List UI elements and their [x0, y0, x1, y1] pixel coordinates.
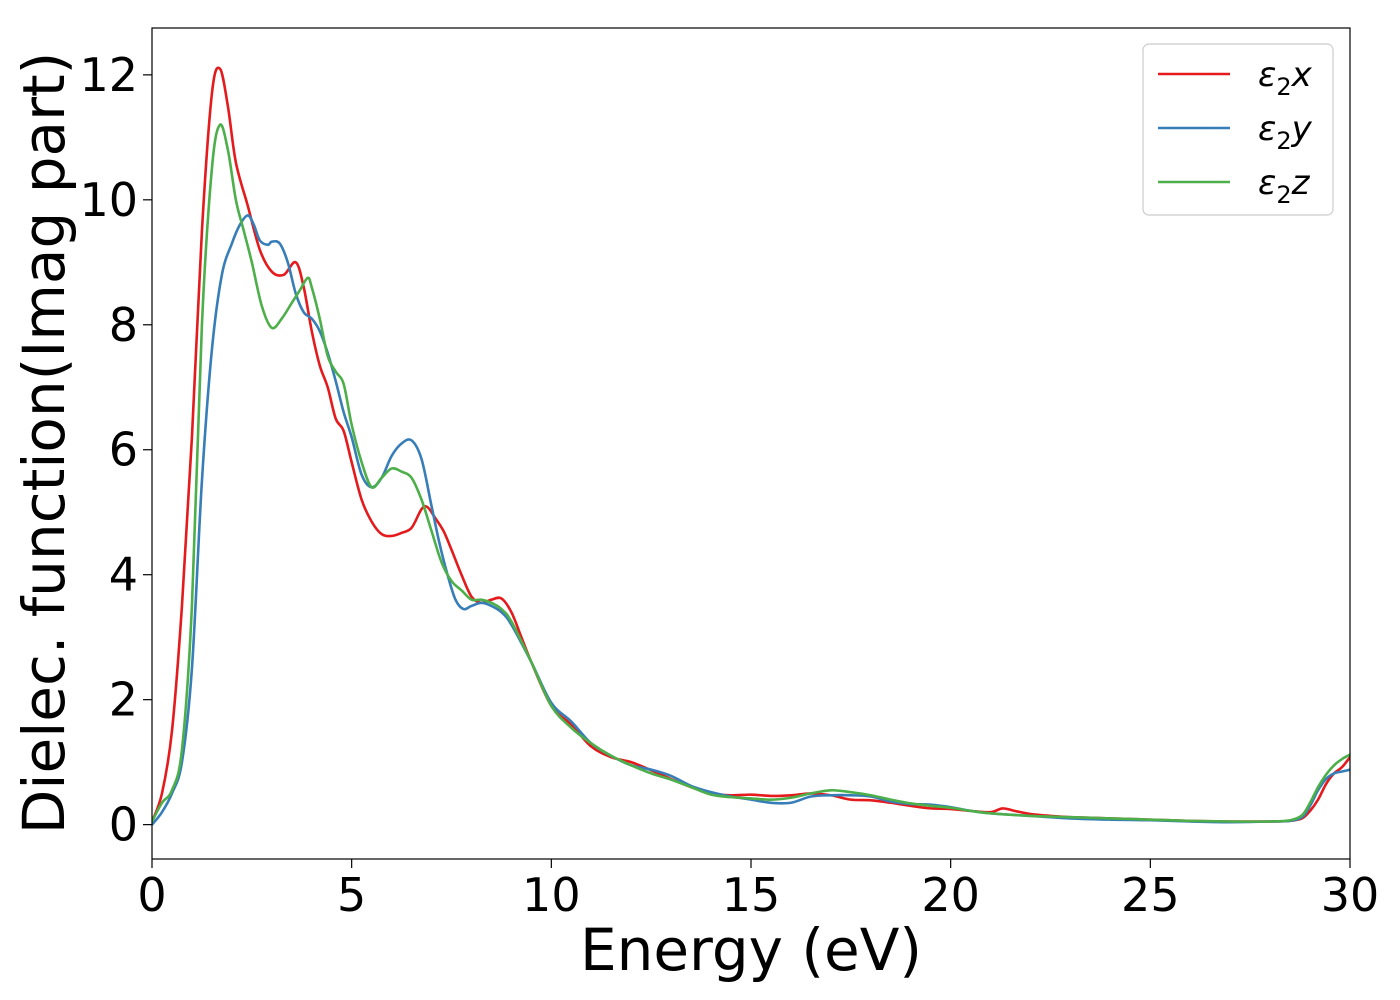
x-axis-label: Energy (eV)	[580, 916, 922, 984]
x-tick-label: 0	[137, 868, 166, 922]
x-tick-label: 30	[1321, 868, 1380, 922]
x-tick-label: 10	[522, 868, 581, 922]
legend-label-x: ε2x	[1258, 55, 1313, 101]
x-tick-label: 15	[722, 868, 781, 922]
x-tick-label: 25	[1121, 868, 1180, 922]
x-tick-label: 20	[921, 868, 980, 922]
legend-label-z: ε2z	[1258, 163, 1311, 209]
legend: ε2x ε2y ε2z	[1142, 43, 1334, 216]
y-tick-label: 10	[79, 173, 138, 227]
x-tick-label: 5	[337, 868, 366, 922]
y-tick-label: 4	[109, 548, 138, 602]
series-line-z	[152, 123, 1350, 823]
y-tick-label: 6	[109, 423, 138, 477]
y-tick-label: 8	[109, 298, 138, 352]
y-axis: 0 2 4 6 8 10 12	[79, 48, 152, 852]
y-axis-label: Dielec. function(Imag part)	[10, 52, 78, 835]
legend-box	[1142, 43, 1334, 216]
legend-label-y: ε2y	[1258, 109, 1313, 155]
series-layer	[152, 66, 1350, 826]
y-tick-label: 0	[109, 798, 138, 852]
x-axis: 0 5 10 15 20 25 30	[137, 859, 1379, 922]
y-tick-label: 12	[79, 48, 138, 102]
y-tick-label: 2	[109, 673, 138, 727]
